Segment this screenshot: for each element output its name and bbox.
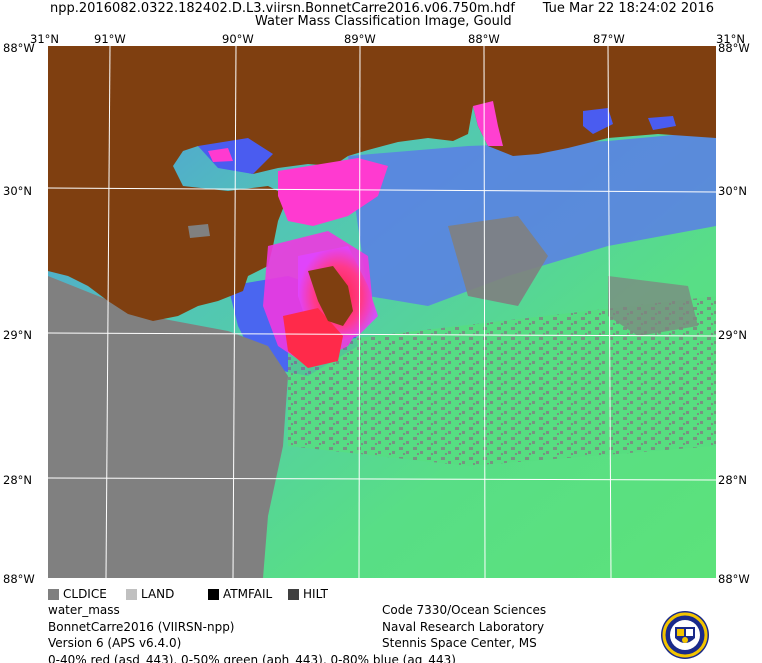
- file-name: npp.2016082.0322.182402.D.L3.viirsn.Bonn…: [50, 1, 515, 16]
- top-label-90w: 90°W: [222, 32, 254, 46]
- land-area: [48, 46, 716, 321]
- dataset-name: BonnetCarre2016 (VIIRSN-npp): [48, 619, 235, 634]
- choctaw-bay: [648, 116, 676, 130]
- right-label-29n: 29°N: [718, 328, 747, 342]
- institution-info: Code 7330/Ocean Sciences Naval Research …: [382, 602, 546, 652]
- legend-item-hilt: HILT: [288, 587, 328, 601]
- legend-label-atmfail: ATMFAIL: [223, 587, 273, 601]
- legend-item-land: LAND: [126, 587, 174, 601]
- left-label-28n: 28°N: [3, 473, 32, 487]
- plume-magenta-north: [278, 158, 388, 226]
- left-label-bottom: 88°W: [3, 572, 35, 586]
- top-label-91w: 91°W: [94, 32, 126, 46]
- pensacola-bay: [583, 108, 613, 134]
- map-canvas: [48, 46, 716, 578]
- left-label-29n: 29°N: [3, 328, 32, 342]
- water-mass-map[interactable]: [48, 46, 716, 578]
- right-label-30n: 30°N: [718, 184, 747, 198]
- cloud-speckle-band: [288, 296, 716, 466]
- top-label-89w: 89°W: [344, 32, 376, 46]
- right-label-top: 88°W: [718, 41, 750, 55]
- image-date: Tue Mar 22 18:24:02 2016: [542, 1, 714, 16]
- graticule: [48, 46, 716, 578]
- code-text: Code 7330/Ocean Sciences: [382, 603, 547, 617]
- legend-swatch-atmfail: [208, 588, 219, 600]
- left-label-top: 88°W: [3, 41, 35, 55]
- legend-swatch-hilt: [288, 588, 299, 600]
- right-label-28n: 28°N: [718, 473, 747, 487]
- version-text: Version 6 (APS v6.4.0): [48, 636, 182, 650]
- location-text: Stennis Space Center, MS: [382, 636, 537, 650]
- mobile-bay: [473, 101, 503, 146]
- legend-swatch-land: [126, 588, 137, 600]
- plume-red-lower: [283, 308, 343, 368]
- top-label-lat-right: 31°N: [716, 32, 745, 46]
- legend-label-land: LAND: [141, 587, 175, 601]
- product-name: water_mass: [48, 603, 120, 617]
- top-label-88w: 88°W: [468, 32, 500, 46]
- coastal-blue-water: [348, 131, 716, 306]
- left-label-30n: 30°N: [3, 184, 32, 198]
- legend-swatch-cldice: [48, 588, 59, 600]
- scaling-text: 0-40% red (asd_443), 0-50% green (aph_44…: [48, 652, 456, 663]
- legend-label-cldice: CLDICE: [63, 587, 107, 601]
- nrl-seal-icon: [660, 610, 710, 660]
- delta-land: [308, 266, 353, 326]
- cloud-patch-mid: [448, 216, 548, 306]
- legend-item-cldice: CLDICE: [48, 587, 107, 601]
- lab-text: Naval Research Laboratory: [382, 619, 545, 634]
- right-label-bottom: 88°W: [718, 572, 750, 586]
- top-label-87w: 87°W: [593, 32, 625, 46]
- top-label-lat-left: 31°N: [30, 32, 59, 46]
- lake-inner: [208, 148, 233, 162]
- legend-item-atmfail: ATMFAIL: [208, 587, 272, 601]
- cloud-patch-east: [608, 276, 698, 336]
- legend-label-hilt: HILT: [303, 587, 328, 601]
- inland-lake-west: [188, 224, 210, 238]
- image-title: Water Mass Classification Image, Gould: [255, 14, 512, 29]
- product-info: water_mass BonnetCarre2016 (VIIRSN-npp) …: [48, 602, 456, 663]
